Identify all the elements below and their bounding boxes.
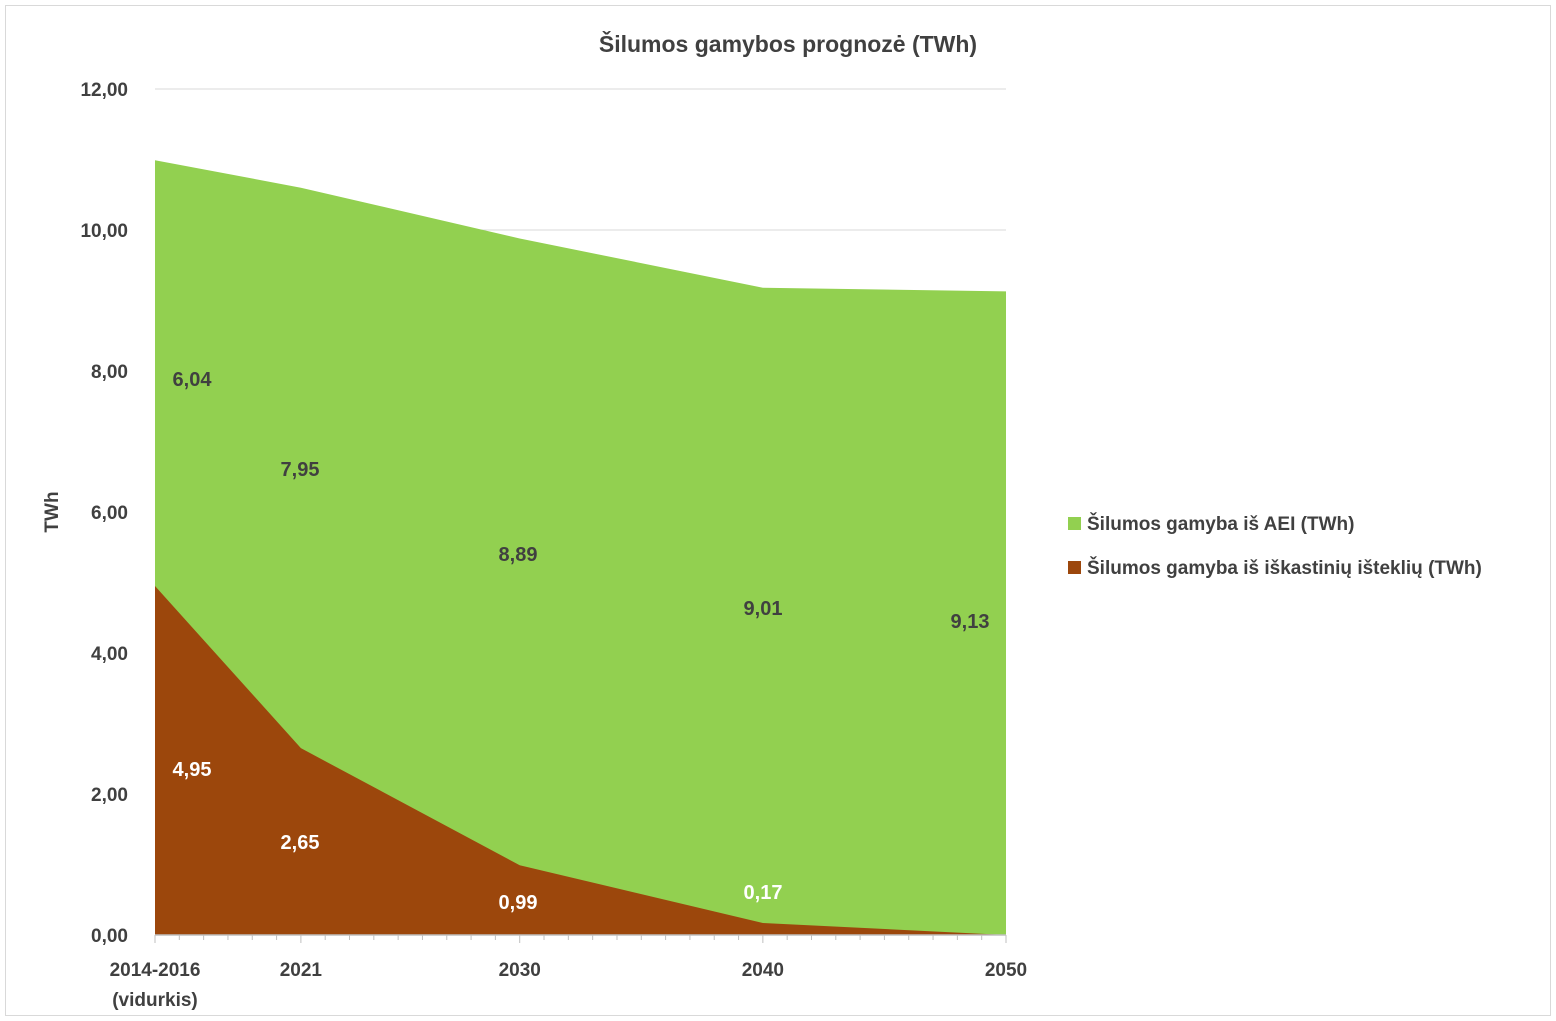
y-tick-label: 4,00 xyxy=(91,644,128,665)
legend-swatch xyxy=(1068,561,1081,574)
data-label-fossil: 4,95 xyxy=(173,759,212,781)
x-tick-label: (vidurkis) xyxy=(112,990,198,1011)
y-axis-label: TWh xyxy=(42,491,63,532)
data-label-fossil: 2,65 xyxy=(281,832,320,854)
y-tick-label: 10,00 xyxy=(80,221,128,242)
chart-frame xyxy=(5,5,1551,1016)
y-tick-label: 2,00 xyxy=(91,785,128,806)
y-tick-label: 0,00 xyxy=(91,926,128,947)
y-tick-label: 12,00 xyxy=(80,80,128,101)
data-label-fossil: 0,17 xyxy=(744,882,783,904)
y-tick-label: 8,00 xyxy=(91,362,128,383)
data-label-renewable: 9,01 xyxy=(744,598,783,620)
data-label-renewable: 6,04 xyxy=(173,369,213,391)
x-tick-label: 2030 xyxy=(499,960,541,981)
chart-title: Šilumos gamybos prognozė (TWh) xyxy=(599,30,977,57)
data-label-renewable: 9,13 xyxy=(951,611,990,633)
data-label-fossil: 0,99 xyxy=(499,892,538,914)
area-renewable xyxy=(155,160,1006,935)
x-tick-label: 2050 xyxy=(985,960,1027,981)
legend-swatch xyxy=(1068,517,1081,530)
x-tick-label: 2014-2016 xyxy=(110,960,201,981)
legend-item-renewable: Šilumos gamyba iš AEI (TWh) xyxy=(1087,513,1354,535)
data-label-renewable: 8,89 xyxy=(499,544,538,566)
x-tick-label: 2021 xyxy=(280,960,323,981)
area-fossil xyxy=(155,586,1006,935)
y-tick-label: 6,00 xyxy=(91,503,128,524)
data-label-renewable: 7,95 xyxy=(281,459,320,481)
x-tick-label: 2040 xyxy=(742,960,784,981)
legend-item-fossil: Šilumos gamyba iš iškastinių išteklių (T… xyxy=(1087,557,1482,579)
